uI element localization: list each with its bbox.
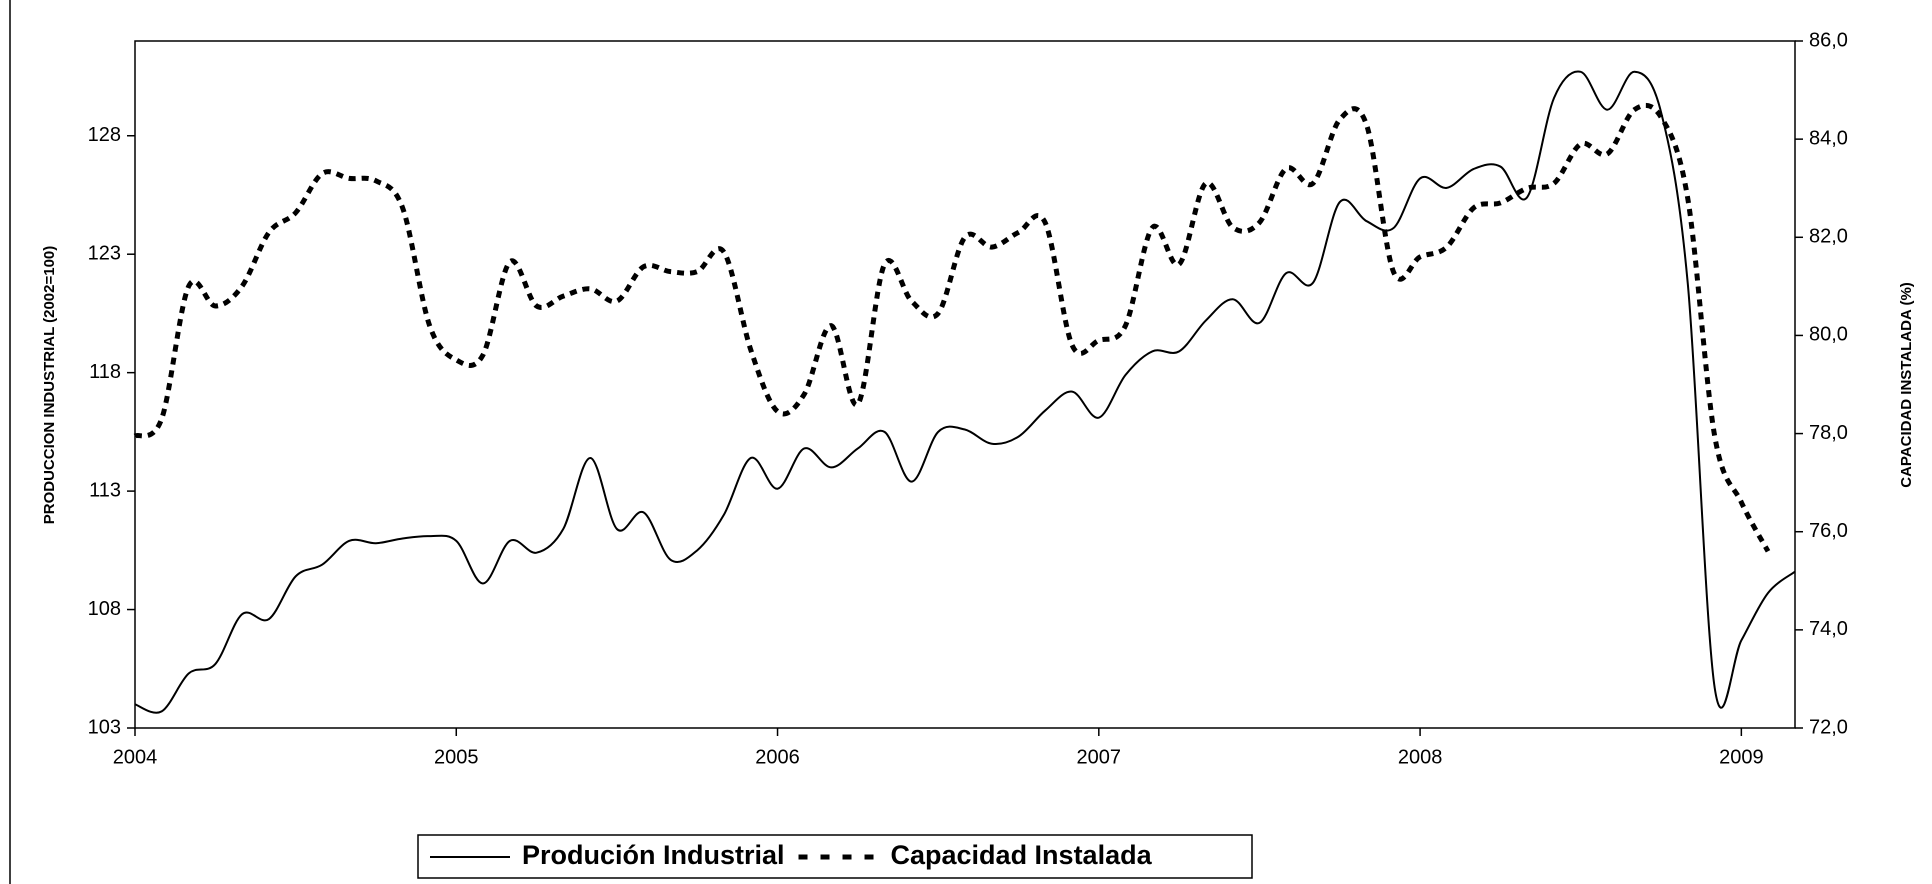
y2-tick-label: 76,0 — [1809, 520, 1848, 542]
y2-tick-label: 84,0 — [1809, 127, 1848, 149]
x-tick-label: 2007 — [1077, 746, 1122, 768]
x-tick-label: 2009 — [1719, 746, 1764, 768]
y-tick-label: 108 — [88, 598, 121, 620]
y2-tick-label: 72,0 — [1809, 716, 1848, 738]
plot-frame — [134, 40, 1796, 729]
y2-tick-label: 82,0 — [1809, 226, 1848, 248]
y-tick-label: 103 — [88, 716, 121, 738]
y-tick-label: 113 — [89, 479, 121, 501]
y-tick-label: 118 — [89, 361, 121, 383]
x-tick-label: 2005 — [434, 746, 479, 768]
legend-label: Capacidad Instalada — [891, 840, 1153, 870]
legend-label: Produción Industrial — [522, 840, 785, 870]
y-tick-label: 128 — [88, 124, 121, 146]
x-tick-label: 2006 — [755, 746, 800, 768]
series-line — [134, 70, 1796, 714]
x-tick-label: 2008 — [1398, 746, 1443, 768]
y-axis-title: PRODUCCION INDUSTRIAL (2002=100) — [41, 246, 58, 525]
y2-tick-label: 80,0 — [1809, 324, 1848, 346]
y2-axis-title: CAPACIDAD INSTALADA (%) — [1898, 282, 1915, 488]
legend-box — [417, 834, 1253, 879]
y2-tick-label: 74,0 — [1809, 618, 1848, 640]
y2-tick-label: 78,0 — [1809, 422, 1848, 444]
x-tick-label: 2004 — [113, 746, 158, 768]
y2-tick-label: 86,0 — [1809, 29, 1848, 51]
series-line — [133, 102, 1771, 553]
y-tick-label: 123 — [88, 242, 121, 264]
